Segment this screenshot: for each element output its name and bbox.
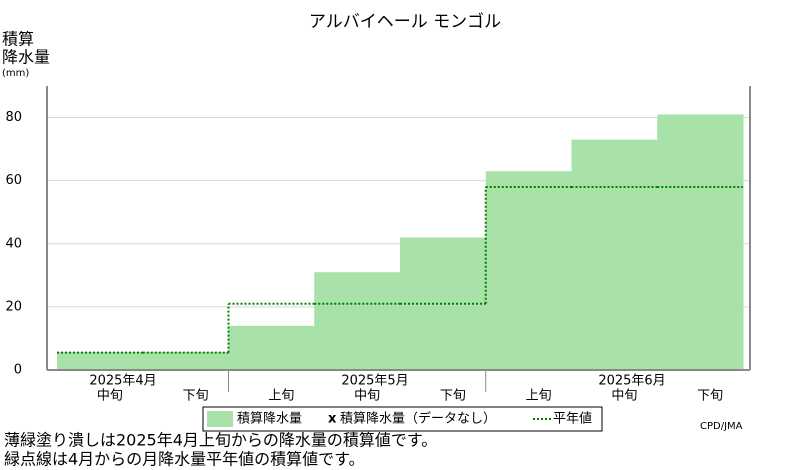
x-tick-label: 下旬 (697, 389, 723, 404)
legend-marker: x (328, 412, 337, 427)
x-tick-label: 下旬 (440, 389, 466, 404)
bar (400, 237, 487, 370)
bar (142, 352, 229, 370)
y-axis-label: 降水量 (2, 48, 50, 67)
y-axis-label: 積算 (2, 30, 34, 49)
y-tick-label: 60 (5, 173, 22, 188)
y-tick-label: 20 (5, 299, 22, 314)
legend-label: 平年値 (553, 411, 592, 427)
bar (228, 325, 315, 370)
month-label: 2025年6月 (598, 374, 665, 389)
y-tick-label: 80 (5, 110, 22, 125)
legend-label: 積算降水量（データなし） (340, 411, 496, 427)
legend-box (202, 406, 603, 432)
x-tick-label: 上旬 (526, 389, 552, 404)
bar (571, 139, 658, 370)
x-tick-label: 下旬 (183, 389, 209, 404)
x-tick-label: 中旬 (97, 389, 123, 404)
footnote: 薄緑塗り潰しは2025年4月上旬からの降水量の積算値です。 (4, 431, 437, 450)
legend-swatch (207, 411, 233, 427)
bar (314, 272, 401, 370)
bar (57, 352, 144, 370)
y-axis-label: (mm) (2, 68, 29, 79)
bar (657, 114, 744, 371)
month-label: 2025年4月 (89, 374, 156, 389)
chart-title: アルバイヘール モンゴル (309, 11, 501, 32)
x-tick-label: 上旬 (268, 389, 294, 404)
y-tick-label: 0 (14, 363, 22, 378)
y-tick-label: 40 (5, 236, 22, 251)
credit: CPD/JMA (700, 421, 743, 432)
month-label: 2025年5月 (341, 374, 408, 389)
legend-label: 積算降水量 (237, 412, 302, 427)
footnote: 緑点線は4月からの月降水量平年値の積算値です。 (4, 450, 365, 469)
x-tick-label: 中旬 (611, 389, 637, 404)
x-tick-label: 中旬 (354, 389, 380, 404)
bar (485, 171, 572, 370)
